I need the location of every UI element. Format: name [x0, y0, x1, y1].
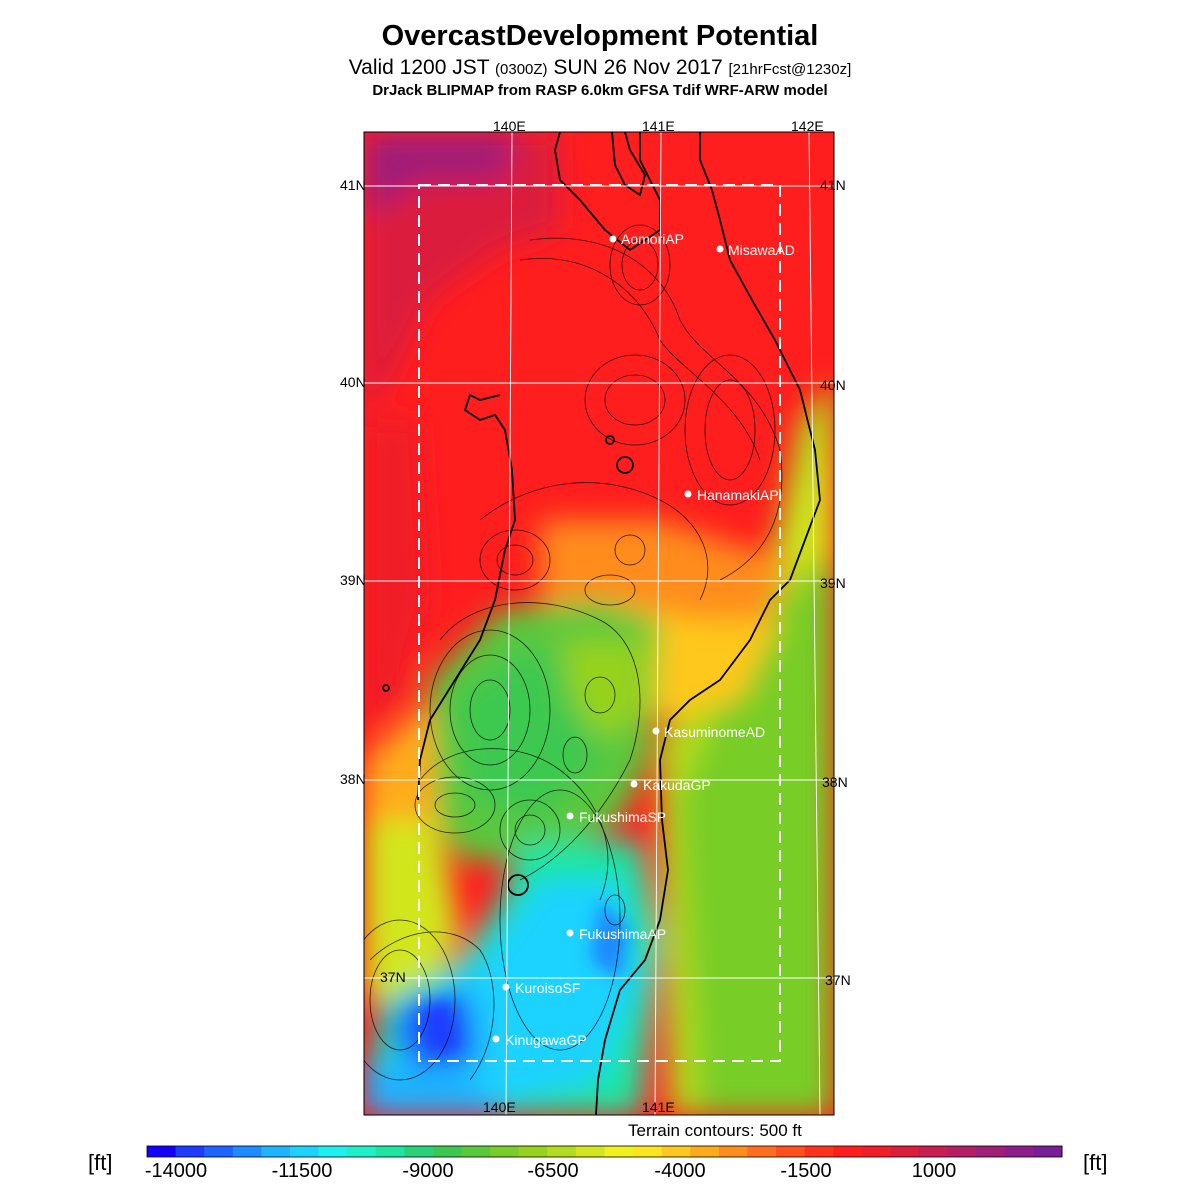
- chart-title: OvercastDevelopment Potential: [381, 20, 819, 52]
- colorbar-swatch: [318, 1146, 348, 1157]
- station-label: FukushimaAP: [579, 926, 666, 942]
- colorbar-tick: 1000: [911, 1160, 957, 1182]
- colorbar-swatch: [661, 1146, 691, 1157]
- lon-label-top-140: 140E: [493, 118, 526, 134]
- colorbar-swatch: [432, 1146, 463, 1157]
- lat-label-left-40: 40N: [340, 374, 366, 390]
- colorbar-tick: -9000: [402, 1160, 454, 1182]
- station-aomoriap: AomoriAP: [609, 231, 684, 247]
- lat-labels: 41N 40N 39N 38N 37N 41N 40N 39N 38N 37N: [340, 177, 851, 988]
- colorbar-swatch: [976, 1146, 1006, 1157]
- station-label: KasuminomeAD: [664, 724, 765, 740]
- lat-label-right-41: 41N: [820, 177, 846, 193]
- station-label: KuroisoSF: [515, 980, 580, 996]
- colorbar-swatch: [718, 1146, 748, 1157]
- forecast-info: [21hrFcst@1230z]: [728, 61, 852, 78]
- lon-label-bottom-141: 141E: [642, 1099, 675, 1115]
- colorbar-tick: -14000: [144, 1160, 208, 1182]
- station-kakudagp: KakudaGP: [630, 777, 711, 793]
- colorbar-swatch: [461, 1146, 491, 1157]
- station-misawaad: MisawaAD: [716, 242, 795, 258]
- colorbar-swatch: [804, 1146, 834, 1157]
- station-fukushimasp: FukushimaSP: [566, 809, 666, 825]
- station-label: KinugawaGP: [505, 1032, 587, 1048]
- colorbar-swatch: [147, 1146, 177, 1157]
- station-label: KakudaGP: [643, 777, 711, 793]
- lat-label-left-37: 37N: [380, 969, 406, 985]
- colorbar-swatch: [375, 1146, 405, 1157]
- colorbar-swatch: [890, 1146, 920, 1157]
- colorbar-swatch: [919, 1146, 949, 1157]
- colorbar-swatch: [347, 1146, 377, 1157]
- station-kuroisosf: KuroisoSF: [502, 980, 580, 996]
- colorbar-swatch: [490, 1146, 520, 1157]
- lon-label-top-142: 142E: [791, 118, 824, 134]
- colorbar-swatch: [1033, 1146, 1063, 1157]
- lat-label-left-38: 38N: [340, 771, 366, 787]
- colorbar-unit-right: [ft]: [1083, 1150, 1108, 1175]
- lat-label-left-39: 39N: [340, 572, 366, 588]
- station-label: FukushimaSP: [579, 809, 666, 825]
- station-kasuminomead: KasuminomeAD: [652, 724, 765, 740]
- colorbar-swatch: [747, 1146, 777, 1157]
- valid-time: Valid 1200 JST (0300Z) SUN 26 Nov 2017 […: [0, 56, 1200, 80]
- colorbar-swatch: [175, 1146, 205, 1157]
- colorbar-tick: -6500: [527, 1160, 579, 1182]
- station-kinugawagp: KinugawaGP: [492, 1032, 587, 1048]
- station-label: MisawaAD: [728, 242, 795, 258]
- field-shading: [364, 132, 834, 1115]
- colorbar-tick: -4000: [654, 1160, 706, 1182]
- colorbar-swatch: [776, 1146, 806, 1157]
- inner-domain-box: [418, 184, 781, 1062]
- colorbar-swatch: [633, 1146, 663, 1157]
- valid-main: Valid 1200 JST: [348, 56, 490, 79]
- lat-label-right-39: 39N: [820, 575, 846, 591]
- colorbar: [146, 1145, 1063, 1158]
- lon-label-bottom-140: 140E: [483, 1099, 516, 1115]
- colorbar-swatch: [204, 1146, 234, 1157]
- colorbar-swatch: [289, 1146, 320, 1157]
- colorbar-tick: -11500: [271, 1160, 333, 1182]
- colorbar-swatch: [690, 1146, 720, 1157]
- colorbar-swatch: [861, 1146, 891, 1157]
- colorbar-swatch: [604, 1146, 634, 1157]
- colorbar-swatch: [947, 1146, 977, 1157]
- colorbar-swatch: [575, 1146, 605, 1157]
- colorbar-swatch: [547, 1146, 577, 1157]
- colorbar-swatch: [261, 1146, 291, 1157]
- colorbar-tick: -1500: [780, 1160, 832, 1182]
- valid-date: SUN 26 Nov 2017: [553, 56, 723, 79]
- colorbar-swatch: [404, 1146, 434, 1157]
- lon-label-top-141: 141E: [642, 118, 675, 134]
- valid-zulu: (0300Z): [495, 61, 548, 78]
- station-hanamakiap: HanamakiAP: [684, 487, 779, 503]
- colorbar-swatch: [518, 1146, 548, 1157]
- colorbar-swatch: [833, 1146, 863, 1157]
- station-label: HanamakiAP: [697, 487, 779, 503]
- lon-labels: 140E 141E 142E 140E 141E: [483, 118, 824, 1115]
- colorbar-unit-left: [ft]: [88, 1150, 113, 1175]
- model-description: DrJack BLIPMAP from RASP 6.0km GFSA Tdif…: [372, 82, 828, 99]
- lat-label-right-38: 38N: [822, 774, 848, 790]
- stations: AomoriAP MisawaAD HanamakiAP KasuminomeA…: [492, 231, 795, 1048]
- lat-label-left-41: 41N: [340, 177, 366, 193]
- map-frame: [363, 131, 835, 1116]
- lat-label-right-40: 40N: [820, 377, 846, 393]
- terrain-contours: [364, 224, 783, 1081]
- colorbar-frame: [146, 1145, 1063, 1158]
- lat-label-right-37: 37N: [825, 972, 851, 988]
- colorbar-swatch: [232, 1146, 262, 1157]
- colorbar-swatch: [1004, 1146, 1034, 1157]
- terrain-contour-note: Terrain contours: 500 ft: [628, 1121, 802, 1140]
- station-fukushimaap: FukushimaAP: [566, 926, 666, 942]
- coastline: [382, 132, 821, 1115]
- station-label: AomoriAP: [621, 231, 684, 247]
